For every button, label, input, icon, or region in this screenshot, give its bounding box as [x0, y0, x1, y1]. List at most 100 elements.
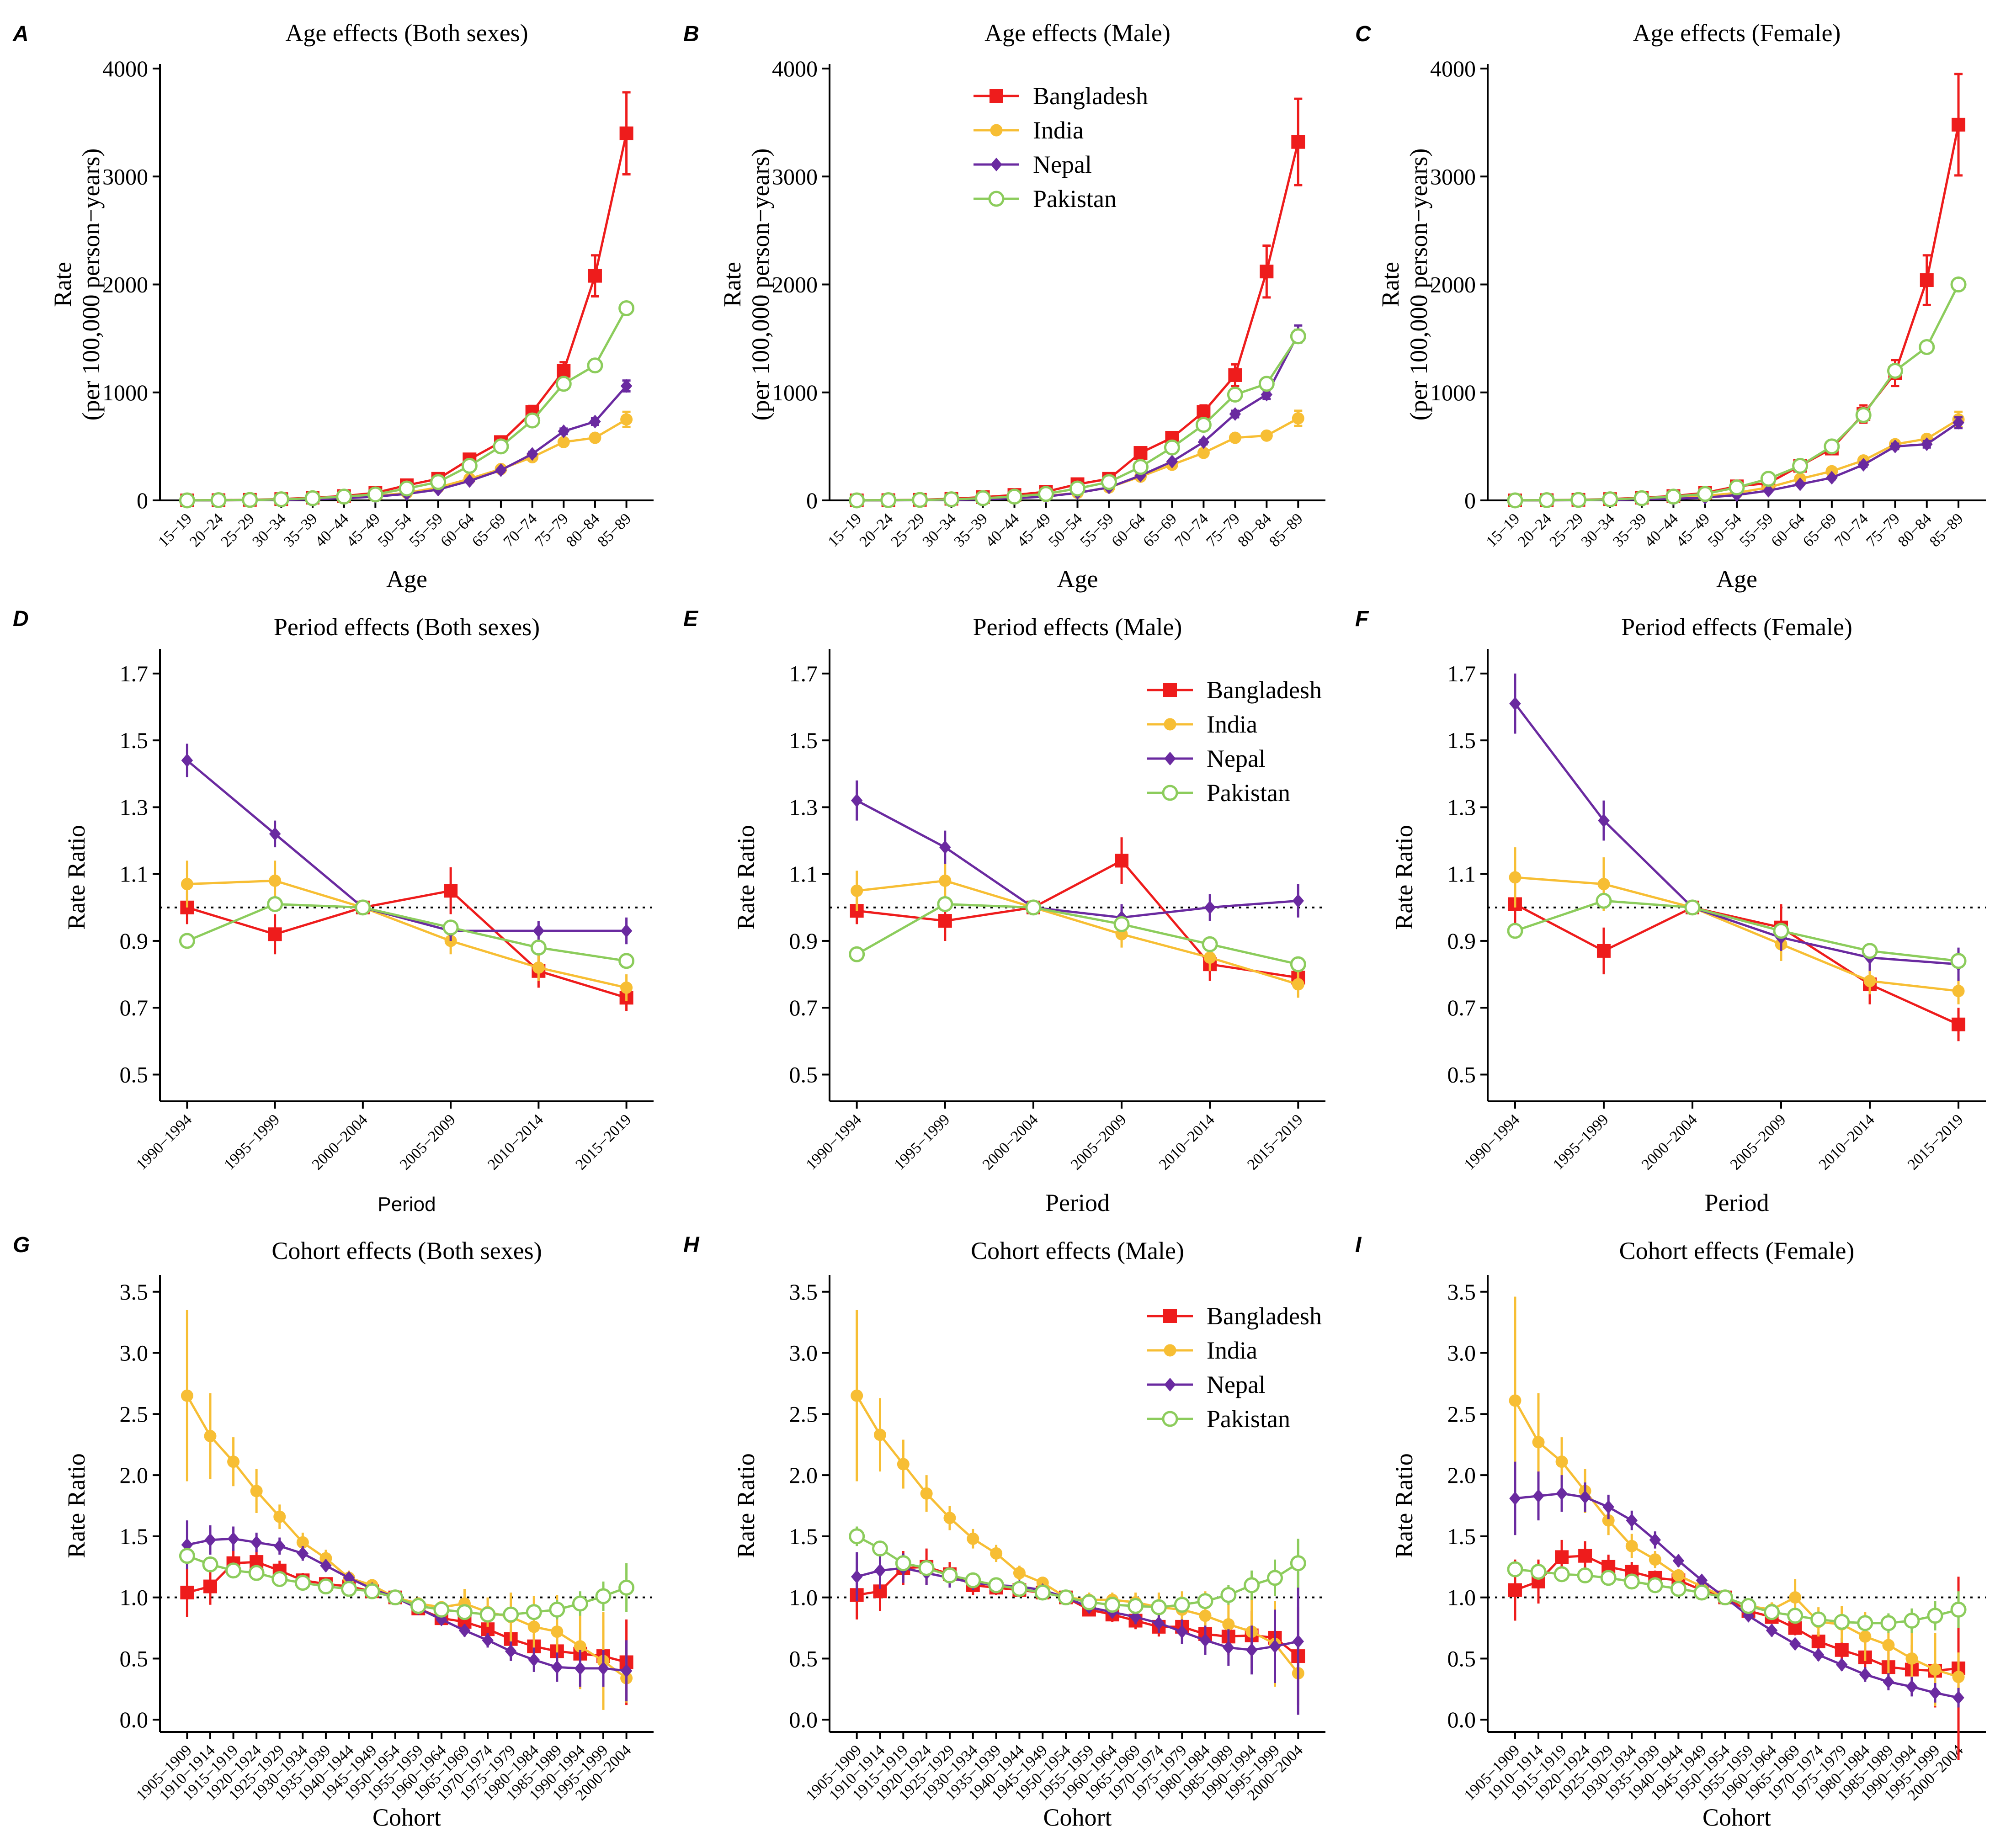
- data-point-pakistan: [387, 1589, 404, 1606]
- x-tick-label: 70−74: [1831, 510, 1872, 550]
- data-point-india: [1952, 1671, 1965, 1683]
- legend-marker-india: [1164, 1344, 1176, 1357]
- data-point-pakistan: [1857, 1615, 1873, 1631]
- x-tick-label: 55−59: [1077, 510, 1117, 550]
- data-point-nepal: [1602, 1500, 1614, 1514]
- x-tick-label: 2005−2009: [397, 1111, 459, 1173]
- data-point-pakistan: [1764, 1604, 1780, 1620]
- data-point-nepal: [620, 1664, 633, 1678]
- x-tick-label: 70−74: [1171, 510, 1212, 550]
- y-tick-label: 3000: [772, 164, 818, 189]
- series-line-bangladesh: [186, 889, 627, 999]
- data-point-nepal: [532, 924, 545, 938]
- series-line-india: [187, 879, 627, 989]
- data-point-nepal: [181, 754, 193, 768]
- data-point-nepal: [1245, 1643, 1258, 1657]
- panel-letter-f: F: [1355, 607, 1369, 631]
- x-tick-label: 15−19: [825, 510, 865, 550]
- x-tick-label: 40−44: [982, 510, 1022, 550]
- y-axis-title-d: Rate Ratio: [63, 825, 90, 929]
- data-point-india: [204, 1429, 217, 1442]
- data-point-pakistan: [849, 946, 865, 962]
- y-tick-label: 3.5: [120, 1279, 149, 1305]
- x-tick-label: 80−84: [563, 510, 603, 550]
- series-line-nepal: [1514, 703, 1959, 966]
- y-tick-label: 0: [806, 488, 818, 513]
- data-point-pakistan: [1538, 492, 1555, 509]
- data-point-pakistan: [937, 896, 953, 913]
- data-point-india: [1292, 978, 1304, 991]
- data-point-pakistan: [618, 300, 635, 316]
- data-point-india: [1672, 1569, 1685, 1582]
- data-point-bangladesh: [203, 1579, 217, 1593]
- data-point-bangladesh: [1811, 1635, 1825, 1648]
- x-tick-label: 30−34: [919, 510, 959, 550]
- y-tick-label: 1.0: [1447, 1585, 1476, 1610]
- legend-marker-nepal: [1164, 1378, 1176, 1391]
- data-point-nepal: [1269, 1639, 1281, 1653]
- y-tick-label: 2.0: [120, 1462, 149, 1488]
- data-point-india: [620, 413, 633, 426]
- x-tick-label: 50−54: [1045, 510, 1085, 550]
- data-point-pakistan: [587, 357, 603, 374]
- data-point-india: [967, 1532, 979, 1545]
- y-tick-label: 0.5: [120, 1062, 149, 1087]
- data-point-pakistan: [1290, 956, 1306, 972]
- x-tick-label: 55−59: [406, 510, 447, 550]
- x-tick-label: 70−74: [500, 510, 540, 550]
- y-tick-label: 3000: [1430, 164, 1476, 189]
- data-point-nepal: [1672, 1554, 1685, 1568]
- data-point-india: [1199, 1609, 1212, 1622]
- legend-label-nepal: Nepal: [1207, 1371, 1266, 1398]
- data-point-india: [1013, 1567, 1026, 1579]
- data-point-pakistan: [524, 412, 541, 429]
- y-tick-label: 1.5: [1447, 1524, 1476, 1549]
- data-point-nepal: [1836, 1657, 1848, 1672]
- x-tick-label: 1990−1994: [133, 1111, 195, 1173]
- y-tick-label: 3.5: [1447, 1279, 1476, 1305]
- x-tick-label: 1995−1999: [221, 1111, 283, 1173]
- data-point-pakistan: [1258, 376, 1275, 392]
- data-point-nepal: [1696, 1573, 1708, 1588]
- data-point-nepal: [1812, 1648, 1825, 1662]
- legend-e: Bangladesh India Nepal Pakistan: [1147, 676, 1322, 807]
- chart-title-c: Age effects (Female): [1633, 19, 1841, 47]
- series-india-h: [851, 1310, 1304, 1700]
- chart-title-f: Period effects (Female): [1621, 613, 1852, 641]
- data-point-nepal: [343, 1571, 355, 1585]
- panel-f: F Period effects (Female) 0.5 0.7 0.9 1.1 1.3 1…: [1355, 607, 1986, 1216]
- data-point-pakistan: [1553, 1566, 1570, 1582]
- data-point-india: [181, 878, 193, 891]
- data-point-nepal: [1929, 1686, 1941, 1700]
- data-point-nepal: [320, 1559, 332, 1573]
- legend-label-india: India: [1207, 711, 1257, 738]
- data-point-nepal: [874, 1563, 886, 1577]
- data-point-bangladesh: [1952, 117, 1966, 132]
- data-point-pakistan: [618, 953, 635, 969]
- data-point-nepal: [1197, 435, 1210, 449]
- data-point-nepal: [505, 1644, 517, 1658]
- series-line-bangladesh: [1514, 903, 1959, 1026]
- y-tick-label: 1.3: [1447, 794, 1476, 820]
- data-point-pakistan: [942, 1567, 958, 1584]
- series-nepal-i: [1509, 1461, 1964, 1708]
- y-tick-label: 0: [1464, 488, 1476, 513]
- data-point-pakistan: [503, 1606, 519, 1623]
- x-tick-label: 50−54: [1705, 510, 1745, 550]
- y-tick-label: 2000: [1430, 272, 1476, 297]
- data-point-india: [181, 1389, 193, 1402]
- data-point-pakistan: [336, 489, 352, 505]
- x-tick-label: 85−89: [594, 510, 634, 550]
- data-point-pakistan: [1760, 471, 1777, 487]
- data-point-pakistan: [1919, 339, 1935, 356]
- x-axis-title-e: Period: [1045, 1189, 1110, 1216]
- data-point-pakistan: [304, 490, 321, 506]
- data-point-nepal: [574, 1661, 586, 1675]
- data-point-india: [990, 1547, 1003, 1560]
- data-point-pakistan: [595, 1588, 612, 1604]
- x-tick-label: 85−89: [1266, 510, 1306, 550]
- data-point-india: [227, 1455, 240, 1468]
- data-point-pakistan: [493, 438, 509, 455]
- panel-b: B Age effects (Male) 0 1000 2000 3000 4000 15−1…: [683, 19, 1325, 593]
- x-tick-label: 60−64: [437, 510, 478, 550]
